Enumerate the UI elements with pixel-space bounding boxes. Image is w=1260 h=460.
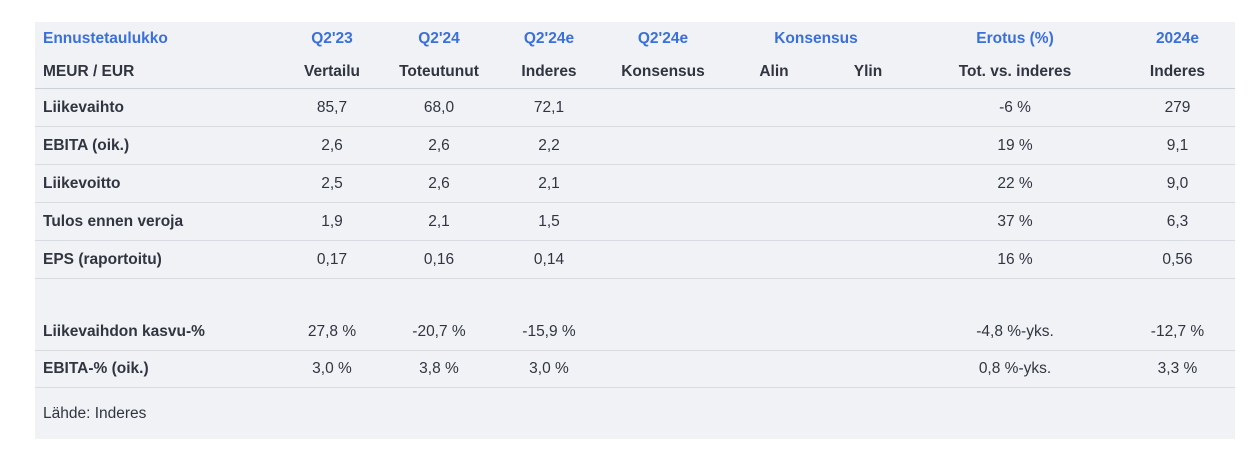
cell: 0,56 [1120,240,1235,279]
cell: 3,3 % [1120,350,1235,388]
cell: 0,14 [494,240,604,279]
cell: 3,8 % [384,350,494,388]
table-row-ebita: EBITA (oik.) 2,6 2,6 2,2 19 % 9,1 [35,126,1235,165]
source-row: Lähde: Inderes [35,388,1235,440]
cell [826,240,910,279]
forecast-table: Ennustetaulukko Q2'23 Q2'24 Q2'24e Q2'24… [35,22,1235,439]
cell: 16 % [910,240,1120,279]
col-header-q2-24e-inderes: Q2'24e [523,29,575,47]
cell [604,350,722,388]
subheader-tot-vs-inderes: Tot. vs. inderes [910,55,1120,89]
cell [722,314,826,351]
cell: 3,0 % [494,350,604,388]
col-header-q2-24e-konsensus: Q2'24e [637,29,689,47]
cell: 22 % [910,164,1120,203]
cell [826,314,910,351]
cell: 6,3 [1120,202,1235,241]
row-label: Liikevaihto [35,88,280,127]
cell [826,350,910,388]
subheader-ylin: Ylin [826,55,910,89]
table-row-liikevaihdon-kasvu: Liikevaihdon kasvu-% 27,8 % -20,7 % -15,… [35,314,1235,351]
cell: 72,1 [494,88,604,127]
cell: 27,8 % [280,314,384,351]
cell: 3,0 % [280,350,384,388]
cell: 1,5 [494,202,604,241]
cell [826,126,910,165]
row-label: Tulos ennen veroja [35,202,280,241]
spacer-row [35,279,1235,315]
cell: 19 % [910,126,1120,165]
subheader-inderes: Inderes [494,55,604,89]
col-header-q2-24: Q2'24 [418,29,460,47]
table-row-eps: EPS (raportoitu) 0,17 0,16 0,14 16 % 0,5… [35,240,1235,279]
table-row-ebita-pct: EBITA-% (oik.) 3,0 % 3,8 % 3,0 % 0,8 %-y… [35,350,1235,388]
subheader-vertailu: Vertailu [280,55,384,89]
col-header-konsensus-group: Konsensus [774,29,858,47]
subheader-alin: Alin [722,55,826,89]
subheader-konsensus: Konsensus [604,55,722,89]
cell: -15,9 % [494,314,604,351]
subheader-toteutunut: Toteutunut [384,55,494,89]
cell [722,202,826,241]
col-header-2024e: 2024e [1155,29,1200,47]
cell: 2,6 [384,164,494,203]
cell [826,202,910,241]
row-label: EBITA (oik.) [35,126,280,165]
row-label: Liikevoitto [35,164,280,203]
subheader-inderes-2024e: Inderes [1120,55,1235,89]
row-label: EPS (raportoitu) [35,240,280,279]
cell [722,240,826,279]
cell [604,314,722,351]
cell: 2,6 [384,126,494,165]
col-header-q2-23: Q2'23 [311,29,353,47]
cell [604,126,722,165]
cell: 2,2 [494,126,604,165]
row-label: Liikevaihdon kasvu-% [35,314,280,351]
cell: -4,8 %-yks. [910,314,1120,351]
cell: 37 % [910,202,1120,241]
cell [604,202,722,241]
cell: 0,16 [384,240,494,279]
cell [604,164,722,203]
cell: 9,0 [1120,164,1235,203]
cell: 2,1 [384,202,494,241]
cell: 279 [1120,88,1235,127]
cell [722,164,826,203]
row-label: EBITA-% (oik.) [35,350,280,388]
cell [722,126,826,165]
table-row-liikevaihto: Liikevaihto 85,7 68,0 72,1 -6 % 279 [35,88,1235,127]
cell [826,88,910,127]
cell: 0,8 %-yks. [910,350,1120,388]
cell: 2,6 [280,126,384,165]
source-note: Lähde: Inderes [43,404,147,422]
cell: -20,7 % [384,314,494,351]
cell: -12,7 % [1120,314,1235,351]
cell [604,88,722,127]
table-title: Ennustetaulukko [43,29,168,47]
cell: 85,7 [280,88,384,127]
spacer-cell [35,279,1235,315]
cell: 1,9 [280,202,384,241]
subheader-unit: MEUR / EUR [35,55,280,89]
table-row-tulos-ennen-veroja: Tulos ennen veroja 1,9 2,1 1,5 37 % 6,3 [35,202,1235,241]
col-header-erotus: Erotus (%) [976,29,1054,47]
cell [722,350,826,388]
header-row-sub: MEUR / EUR Vertailu Toteutunut Inderes K… [35,55,1235,89]
cell: 2,1 [494,164,604,203]
cell [826,164,910,203]
cell: 9,1 [1120,126,1235,165]
cell: 68,0 [384,88,494,127]
cell: 2,5 [280,164,384,203]
table-row-liikevoitto: Liikevoitto 2,5 2,6 2,1 22 % 9,0 [35,164,1235,203]
header-row-top: Ennustetaulukko Q2'23 Q2'24 Q2'24e Q2'24… [35,22,1235,55]
cell [604,240,722,279]
cell: 0,17 [280,240,384,279]
cell [722,88,826,127]
cell: -6 % [910,88,1120,127]
